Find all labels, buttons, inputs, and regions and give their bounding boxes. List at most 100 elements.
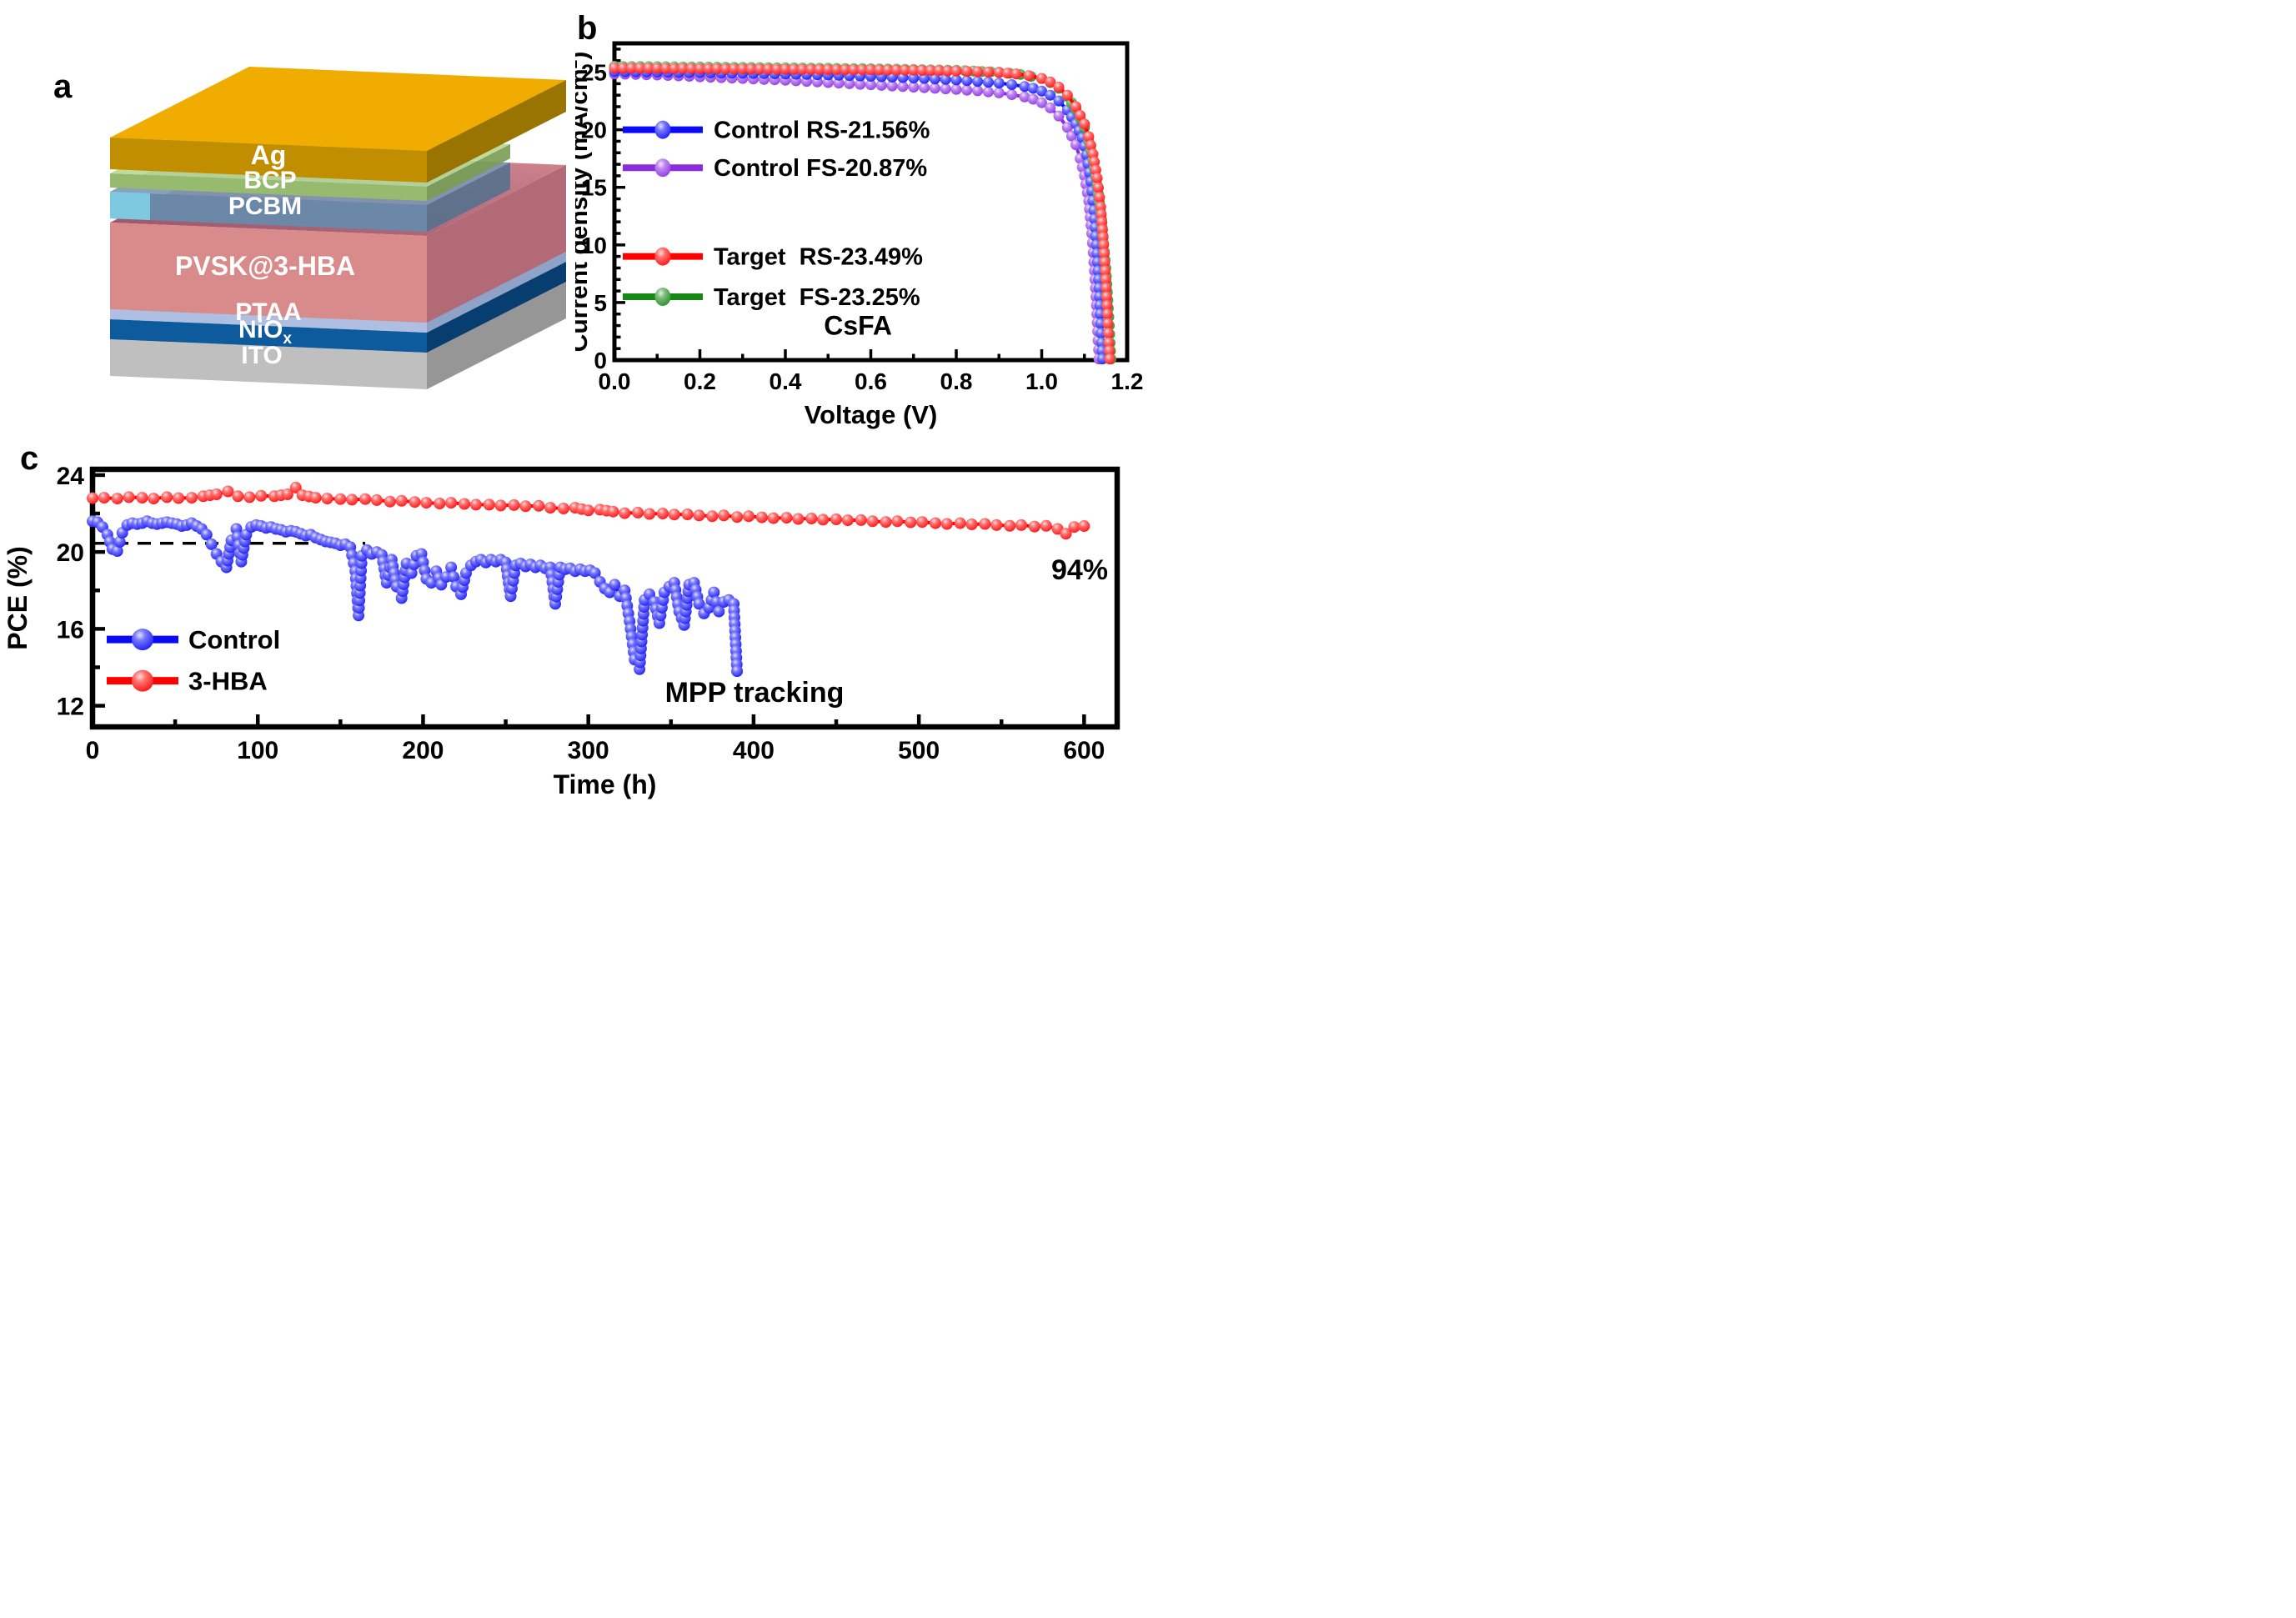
data-point [1089, 156, 1100, 168]
legend-marker [654, 120, 671, 139]
x-tick-label: 0 [86, 737, 100, 764]
layer-front-face [110, 138, 427, 183]
legend-marker [132, 669, 153, 692]
x-tick-label: 1.0 [1025, 368, 1058, 394]
data-point [1075, 109, 1086, 121]
annotation-csfa: CsFA [824, 311, 892, 341]
data-point [321, 493, 333, 505]
data-point [780, 512, 793, 524]
data-point [1061, 89, 1073, 101]
data-point [693, 509, 705, 522]
panel-label-c: c [20, 440, 39, 477]
data-point [651, 63, 663, 74]
data-point [886, 80, 898, 92]
data-point [814, 63, 825, 75]
data-point [1061, 122, 1073, 133]
data-point [1006, 89, 1018, 100]
data-point [771, 63, 783, 75]
data-point [737, 63, 749, 75]
data-point [660, 63, 671, 74]
layer-front-overlay [110, 192, 150, 220]
data-point [929, 83, 940, 94]
data-point [1004, 519, 1016, 532]
data-point [582, 504, 594, 517]
data-point [1068, 521, 1080, 533]
data-point [693, 598, 705, 610]
data-point [617, 63, 629, 74]
data-point [792, 513, 805, 525]
data-point [767, 512, 780, 524]
data-point [833, 78, 845, 89]
data-point [1094, 192, 1105, 203]
data-point [111, 545, 123, 557]
data-point [763, 63, 774, 75]
data-point [719, 63, 731, 75]
layer-label-PTAA: PTAA [235, 298, 301, 326]
data-point [731, 665, 744, 678]
data-point [1053, 95, 1065, 107]
stack-layer-Ag [110, 67, 566, 183]
data-point [841, 514, 854, 527]
data-point [788, 63, 800, 75]
data-point [908, 64, 920, 76]
data-point [1100, 265, 1111, 277]
data-point [830, 513, 842, 525]
data-point [1019, 81, 1030, 93]
axis-frame [89, 466, 1120, 730]
data-point [1085, 139, 1096, 151]
data-point [831, 64, 842, 76]
x-tick-label: 500 [898, 737, 940, 764]
layer-side-face [427, 144, 510, 201]
layer-label-PVSK: PVSK@3-HBA [175, 251, 355, 281]
y-tick-label: 12 [57, 694, 84, 721]
data-point [940, 518, 953, 530]
data-point [797, 63, 808, 75]
data-point [384, 495, 396, 508]
data-point [972, 85, 984, 97]
data-point [533, 499, 545, 512]
data-point [681, 508, 694, 520]
data-point [855, 513, 867, 526]
data-point [844, 78, 855, 89]
data-point [334, 493, 347, 505]
y-tick-label: 0 [594, 348, 607, 373]
x-tick-label: 100 [237, 737, 278, 764]
data-point [87, 492, 98, 504]
data-point [865, 64, 876, 76]
data-point [925, 65, 936, 77]
data-point [1100, 273, 1111, 285]
data-point [200, 528, 213, 541]
data-point [1028, 520, 1040, 533]
data-point [900, 64, 910, 76]
data-point [805, 63, 817, 75]
y-tick-label: 10 [581, 233, 607, 258]
data-point [743, 510, 754, 523]
data-point [982, 86, 994, 98]
legend-label: Control [188, 625, 280, 654]
data-point [916, 65, 928, 76]
data-point [98, 492, 110, 504]
data-point [409, 496, 421, 508]
data-point [754, 63, 765, 75]
y-tick-label: 5 [594, 290, 607, 316]
data-point [1103, 328, 1114, 339]
data-point [1087, 148, 1099, 160]
data-point [459, 498, 470, 510]
layer-label-PCBM: PCBM [228, 193, 302, 220]
legend-entry-0: Control [107, 625, 280, 654]
data-point [961, 75, 973, 87]
data-point [359, 493, 372, 505]
legend-entry-1: Control FS-20.87% [623, 155, 927, 182]
data-point [866, 515, 879, 528]
data-point [890, 64, 902, 76]
data-point [185, 492, 198, 504]
data-point [1104, 345, 1115, 357]
data-point [840, 64, 851, 76]
data-point [1101, 308, 1113, 320]
data-point [1104, 353, 1115, 365]
legend-marker [654, 247, 671, 266]
legend-entry-2: Target RS-23.49% [623, 244, 923, 271]
data-point [1002, 68, 1013, 79]
data-point [982, 77, 994, 88]
